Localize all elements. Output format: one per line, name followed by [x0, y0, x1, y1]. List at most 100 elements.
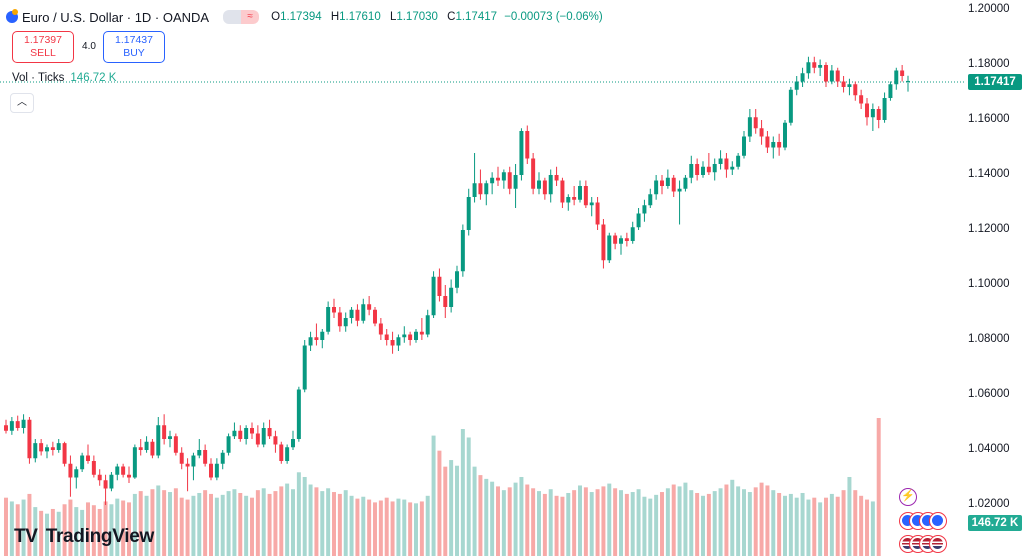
- lightning-icon[interactable]: ⚡: [899, 488, 917, 506]
- candle-body: [466, 197, 471, 230]
- candle: [894, 67, 899, 90]
- volume-bar: [589, 492, 594, 556]
- candle-body: [560, 180, 565, 203]
- volume-bar: [132, 493, 137, 556]
- candle: [583, 180, 588, 208]
- candle-body: [62, 443, 67, 464]
- candle: [15, 415, 20, 431]
- candle: [150, 439, 155, 459]
- collapse-chevron-up-icon[interactable]: ︿: [10, 93, 34, 113]
- candle: [367, 296, 372, 316]
- candle-body: [777, 142, 782, 148]
- candle-body: [27, 419, 32, 459]
- candle: [173, 433, 178, 456]
- candle: [39, 439, 44, 456]
- candle: [601, 219, 606, 269]
- price-axis-tick: 1.20000: [968, 3, 1010, 15]
- candle: [607, 232, 612, 263]
- volume-bar: [513, 482, 518, 556]
- candle: [718, 150, 723, 170]
- volume-bar: [378, 500, 383, 556]
- candle: [689, 155, 694, 184]
- volume-bar: [466, 437, 471, 556]
- candle-body: [179, 452, 184, 464]
- volume-bar: [701, 495, 705, 556]
- candle: [695, 158, 700, 181]
- candle: [724, 153, 729, 178]
- candle-body: [689, 164, 694, 178]
- candle-body: [115, 466, 120, 475]
- candle-body: [753, 117, 758, 129]
- candle-body: [724, 158, 729, 170]
- eu-flag-icon[interactable]: [929, 512, 947, 530]
- candle: [841, 76, 846, 93]
- volume-bar: [191, 495, 196, 556]
- candle-body: [4, 425, 8, 431]
- volume-bar: [460, 429, 465, 556]
- volume-bar: [314, 487, 319, 556]
- candle-body: [712, 164, 717, 173]
- candle: [624, 232, 629, 247]
- candle: [349, 307, 354, 324]
- volume-bar: [56, 511, 61, 556]
- candle: [45, 444, 49, 459]
- volume-bar: [443, 466, 448, 556]
- market-status-icon[interactable]: ≈: [223, 10, 260, 24]
- candle-body: [21, 419, 26, 428]
- volume-bar: [765, 485, 770, 556]
- candle: [660, 175, 664, 195]
- volume-legend[interactable]: Vol · Ticks 146.72 K: [12, 72, 116, 84]
- candle-body: [150, 441, 155, 456]
- candle: [302, 340, 307, 393]
- price-axis-tick: 1.14000: [968, 168, 1010, 180]
- candle-body: [531, 158, 536, 189]
- candle-body: [91, 461, 96, 475]
- tradingview-logo[interactable]: TV TradingView: [14, 525, 154, 549]
- candle-body: [783, 122, 787, 148]
- candle: [179, 447, 184, 470]
- candle: [197, 439, 202, 459]
- candle: [829, 65, 834, 85]
- symbol-title[interactable]: Euro / U.S. Dollar · 1D · OANDA: [22, 9, 210, 25]
- volume-bar: [841, 490, 846, 556]
- volume-bar: [824, 497, 828, 556]
- candle: [466, 188, 471, 236]
- candle-body: [853, 84, 858, 96]
- candle-body: [677, 188, 682, 192]
- candle: [806, 56, 811, 79]
- volume-bar: [419, 501, 424, 556]
- volume-bar: [490, 481, 495, 556]
- candle-body: [759, 128, 764, 137]
- volume-bar: [21, 499, 26, 556]
- candle: [296, 386, 301, 442]
- candle-body: [443, 296, 448, 307]
- us-flag-icon[interactable]: [929, 535, 947, 553]
- candle: [677, 180, 682, 225]
- candle: [753, 109, 758, 134]
- volume-bar: [68, 499, 73, 556]
- candle-body: [326, 307, 331, 332]
- candle: [402, 326, 407, 343]
- candle-body: [33, 443, 38, 459]
- candle: [818, 59, 823, 76]
- sell-button[interactable]: 1.17397 SELL: [12, 31, 74, 63]
- symbol-header[interactable]: Euro / U.S. Dollar · 1D · OANDA ≈ O1.173…: [6, 8, 603, 26]
- candle: [537, 172, 541, 195]
- price-axis-tick: 1.02000: [968, 498, 1010, 510]
- candle: [279, 441, 284, 464]
- candle-body: [706, 166, 711, 173]
- buy-button[interactable]: 1.17437 BUY: [103, 31, 165, 63]
- candle-body: [296, 389, 301, 439]
- candle-body: [320, 331, 325, 340]
- volume-bar: [718, 488, 723, 556]
- candle-body: [97, 474, 102, 481]
- volume-bar: [601, 486, 606, 556]
- volume-bar: [753, 487, 758, 556]
- candle-body: [747, 117, 752, 137]
- candle: [648, 188, 653, 208]
- candle: [326, 301, 331, 335]
- volume-bar: [531, 488, 536, 556]
- volume-bar: [33, 507, 38, 556]
- candle-body: [209, 463, 213, 478]
